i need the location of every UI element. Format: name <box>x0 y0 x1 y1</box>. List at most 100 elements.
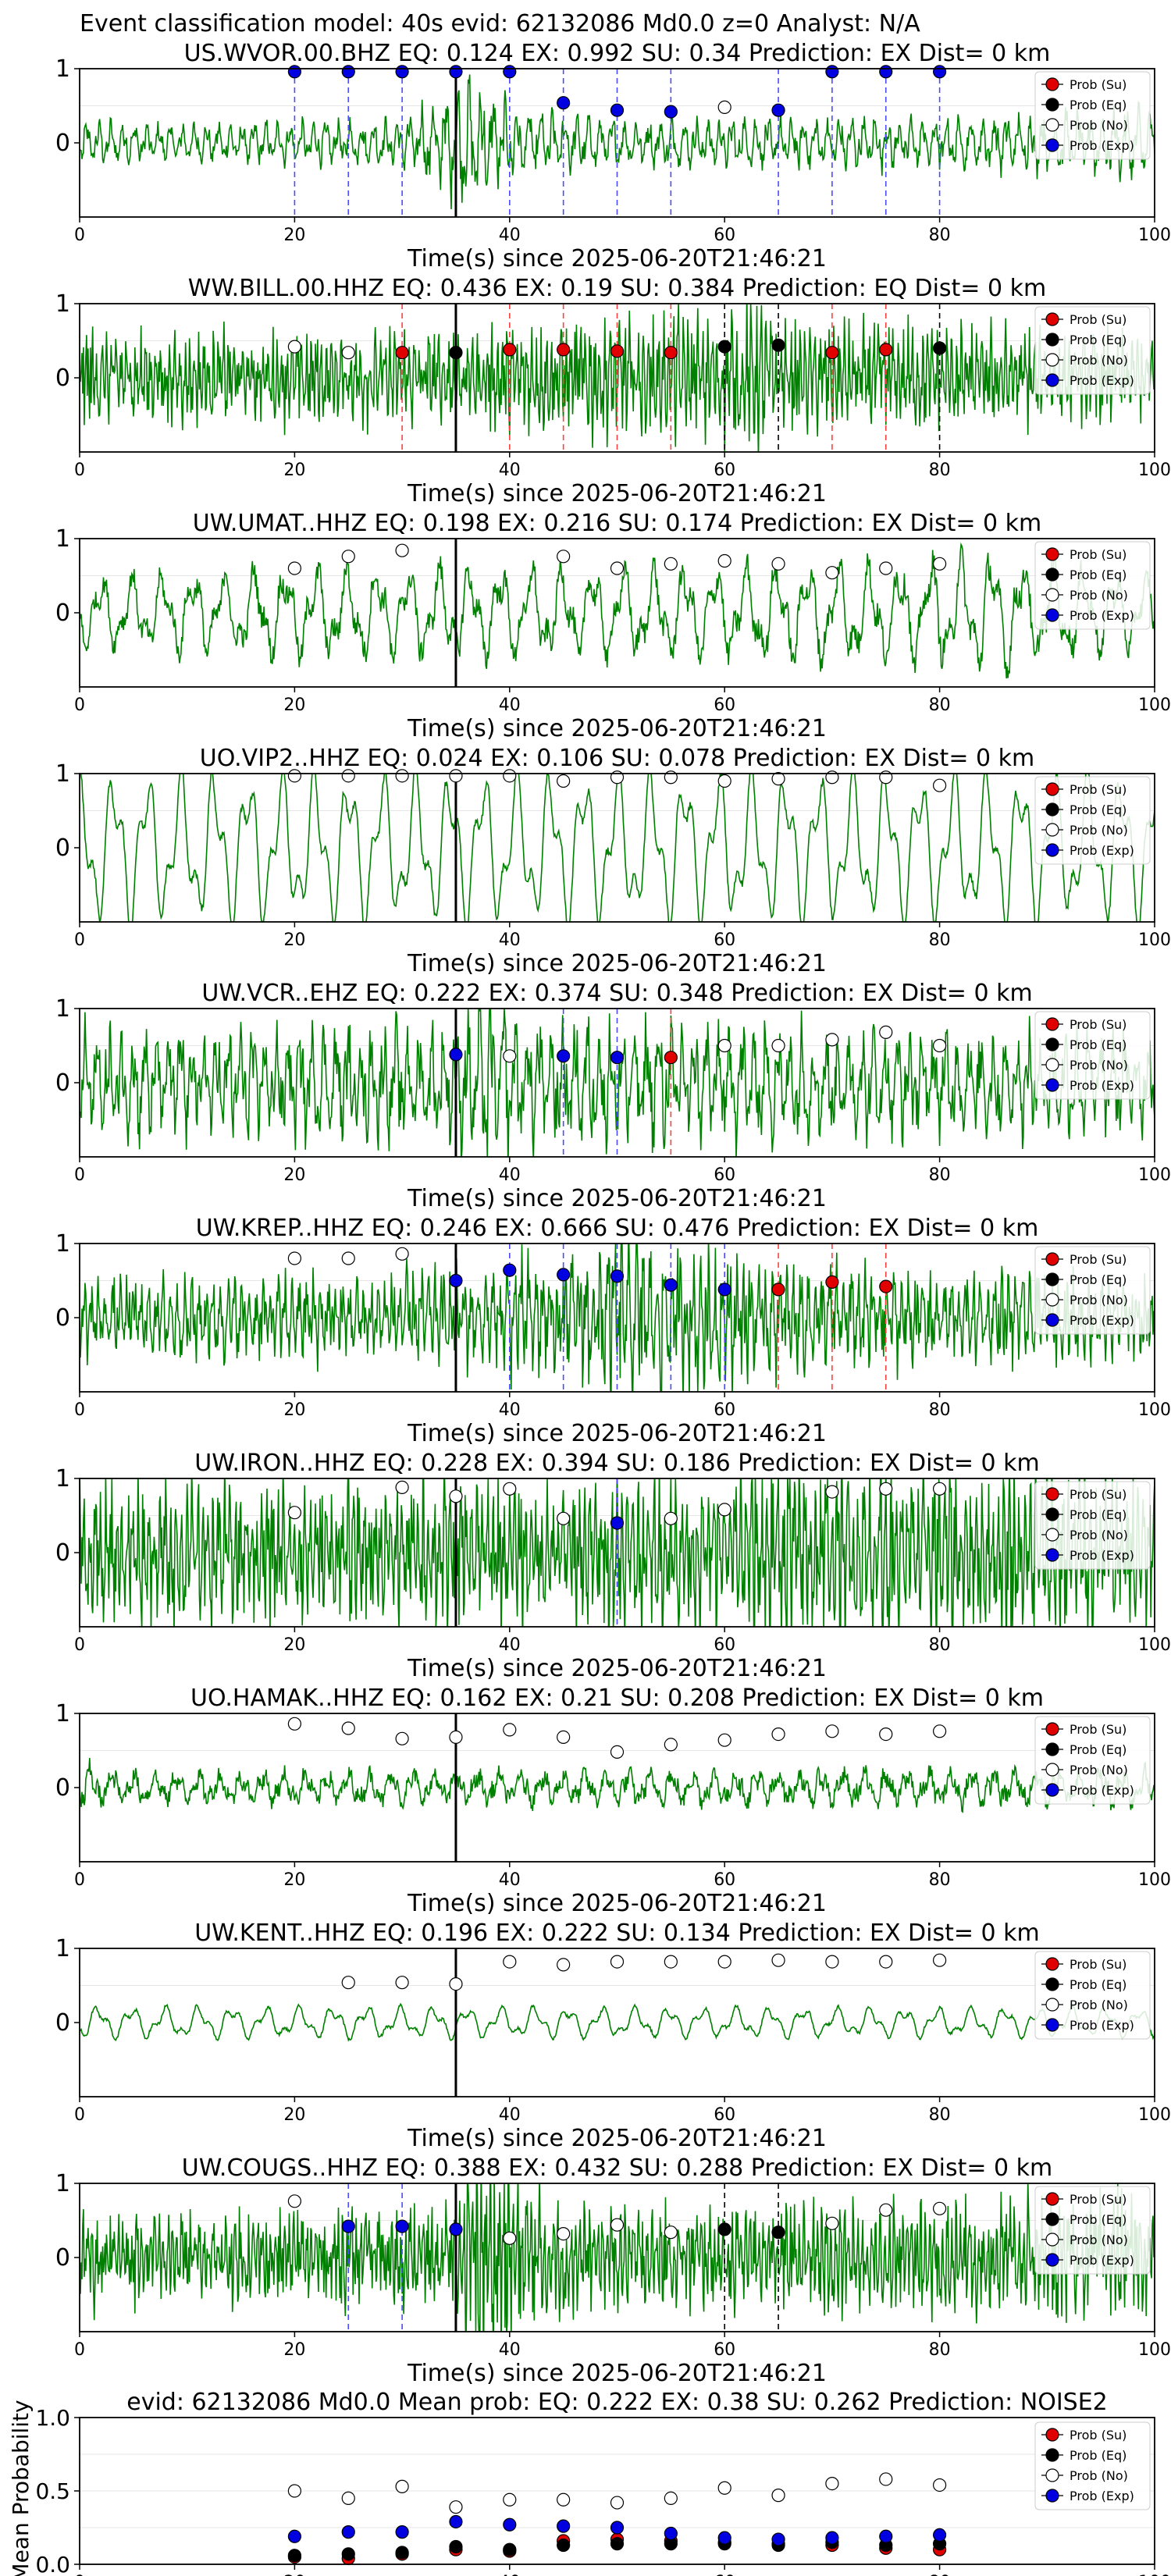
panel-title: US.WVOR.00.BHZ EQ: 0.124 EX: 0.992 SU: 0… <box>184 40 1051 67</box>
x-tick-label: 100 <box>1138 1870 1171 1890</box>
mean-point-no <box>610 2496 625 2510</box>
x-tick-label: 60 <box>714 2340 735 2360</box>
legend-marker <box>1045 1037 1059 1051</box>
prob-point-no <box>825 566 839 580</box>
y-axis-label: Mean Probability <box>8 2400 34 2576</box>
y-tick-label: 1 <box>55 1230 70 1258</box>
prob-point-exp <box>395 2219 409 2233</box>
plot-area <box>80 774 1155 922</box>
legend-entry: Prob (Su) <box>1070 1017 1127 1032</box>
prob-point-no <box>771 1038 785 1053</box>
panel-title: UO.VIP2..HHZ EQ: 0.024 EX: 0.106 SU: 0.0… <box>200 745 1034 772</box>
mean-point-exp <box>717 2531 731 2545</box>
prob-point-su <box>503 343 517 357</box>
legend-entry: Prob (Exp) <box>1070 2018 1134 2033</box>
legend-box <box>1034 71 1151 160</box>
prob-point-no <box>287 769 301 783</box>
legend-box <box>1034 1951 1151 2040</box>
mean-point-eq <box>341 2547 355 2561</box>
legend-marker <box>1045 782 1059 796</box>
waveform-trace <box>80 1757 1155 1813</box>
mean-point-no <box>449 2500 463 2514</box>
x-tick-label: 100 <box>1138 2573 1171 2576</box>
prob-point-no <box>664 1738 678 1752</box>
x-tick-label: 20 <box>283 461 305 480</box>
panel-title: WW.BILL.00.HHZ EQ: 0.436 EX: 0.19 SU: 0.… <box>188 275 1046 302</box>
prob-point-no <box>287 1717 301 1731</box>
legend: Prob (Su) Prob (Eq) Prob (No) Prob (Exp) <box>1034 2421 1151 2510</box>
panel-title: UW.KENT..HHZ EQ: 0.196 EX: 0.222 SU: 0.1… <box>194 1920 1040 1947</box>
x-tick-label: 20 <box>283 1400 305 1420</box>
panel-title: UW.KREP..HHZ EQ: 0.246 EX: 0.666 SU: 0.4… <box>196 1215 1039 1242</box>
legend-entry: Prob (Exp) <box>1070 1078 1134 1093</box>
x-tick-label: 80 <box>929 1400 951 1420</box>
mean-point-exp <box>287 2529 301 2543</box>
legend: Prob (Su) Prob (Eq) Prob (No) Prob (Exp) <box>1034 71 1151 160</box>
prob-point-no <box>557 1730 571 1744</box>
prob-point-no <box>557 550 571 564</box>
plot-area <box>80 1009 1155 1157</box>
y-tick-label: 1 <box>55 2170 70 2197</box>
prob-point-no <box>932 1482 947 1496</box>
prob-point-no <box>879 1482 893 1496</box>
prob-point-no <box>557 774 571 788</box>
legend-entry: Prob (No) <box>1070 118 1128 133</box>
y-tick-label: 0 <box>55 1069 70 1097</box>
x-tick-label: 40 <box>499 930 521 950</box>
prob-point-no <box>557 1958 571 1972</box>
prob-point-no <box>932 557 947 571</box>
prob-point-no <box>825 1033 839 1047</box>
prob-point-no <box>341 1251 355 1265</box>
prob-point-no <box>287 2194 301 2208</box>
legend-entry: Prob (No) <box>1070 1058 1128 1073</box>
legend-marker <box>1045 2192 1059 2206</box>
x-tick-label: 0 <box>74 2340 85 2360</box>
prob-point-eq <box>449 346 463 360</box>
plot-area <box>80 1244 1155 1392</box>
x-axis-label: Time(s) since 2025-06-20T21:46:21 <box>407 950 827 977</box>
prob-point-no <box>610 2218 625 2232</box>
y-tick-label: 0 <box>55 1304 70 1332</box>
panel: UW.KENT..HHZ EQ: 0.196 EX: 0.222 SU: 0.1… <box>55 1920 1171 2152</box>
mean-point-exp <box>879 2529 893 2543</box>
y-tick-label: 0 <box>55 2009 70 2037</box>
prob-point-no <box>932 1953 947 1967</box>
legend-entry: Prob (Eq) <box>1070 2448 1127 2463</box>
legend-marker <box>1045 547 1059 561</box>
x-tick-label: 80 <box>929 696 951 715</box>
x-tick-label: 0 <box>74 1635 85 1655</box>
legend-entry: Prob (Eq) <box>1070 1507 1127 1522</box>
mean-point-exp <box>610 2521 625 2535</box>
prob-point-no <box>825 1485 839 1499</box>
prob-point-exp <box>557 1268 571 1282</box>
x-tick-label: 0 <box>74 461 85 480</box>
prob-point-no <box>503 769 517 783</box>
x-tick-label: 60 <box>714 1635 735 1655</box>
x-tick-label: 0 <box>74 2105 85 2125</box>
prob-point-exp <box>717 1283 731 1297</box>
prob-point-no <box>932 778 947 792</box>
legend-marker <box>1045 588 1059 602</box>
prob-point-no <box>717 1503 731 1517</box>
panel-title: UO.HAMAK..HHZ EQ: 0.162 EX: 0.21 SU: 0.2… <box>190 1685 1044 1712</box>
legend-entry: Prob (Eq) <box>1070 568 1127 582</box>
x-tick-label: 60 <box>714 1400 735 1420</box>
x-tick-label: 20 <box>283 1870 305 1890</box>
mean-point-exp <box>395 2525 409 2539</box>
legend-entry: Prob (Su) <box>1070 1487 1127 1502</box>
legend-entry: Prob (No) <box>1070 2233 1128 2247</box>
prob-point-no <box>449 1977 463 1991</box>
prob-point-no <box>503 1482 517 1496</box>
mean-point-exp <box>503 2517 517 2532</box>
x-axis-label: Time(s) since 2025-06-20T21:46:21 <box>407 715 827 742</box>
mean-point-no <box>557 2492 571 2507</box>
legend-box <box>1034 306 1151 395</box>
legend-marker <box>1045 2212 1059 2226</box>
legend-marker <box>1045 843 1059 857</box>
prob-point-exp <box>664 1278 678 1292</box>
mean-point-exp <box>825 2531 839 2545</box>
axes-frame <box>79 538 1155 688</box>
x-tick-label: 60 <box>714 1165 735 1185</box>
legend-entry: Prob (Su) <box>1070 1957 1127 1972</box>
x-tick-label: 20 <box>283 2105 305 2125</box>
